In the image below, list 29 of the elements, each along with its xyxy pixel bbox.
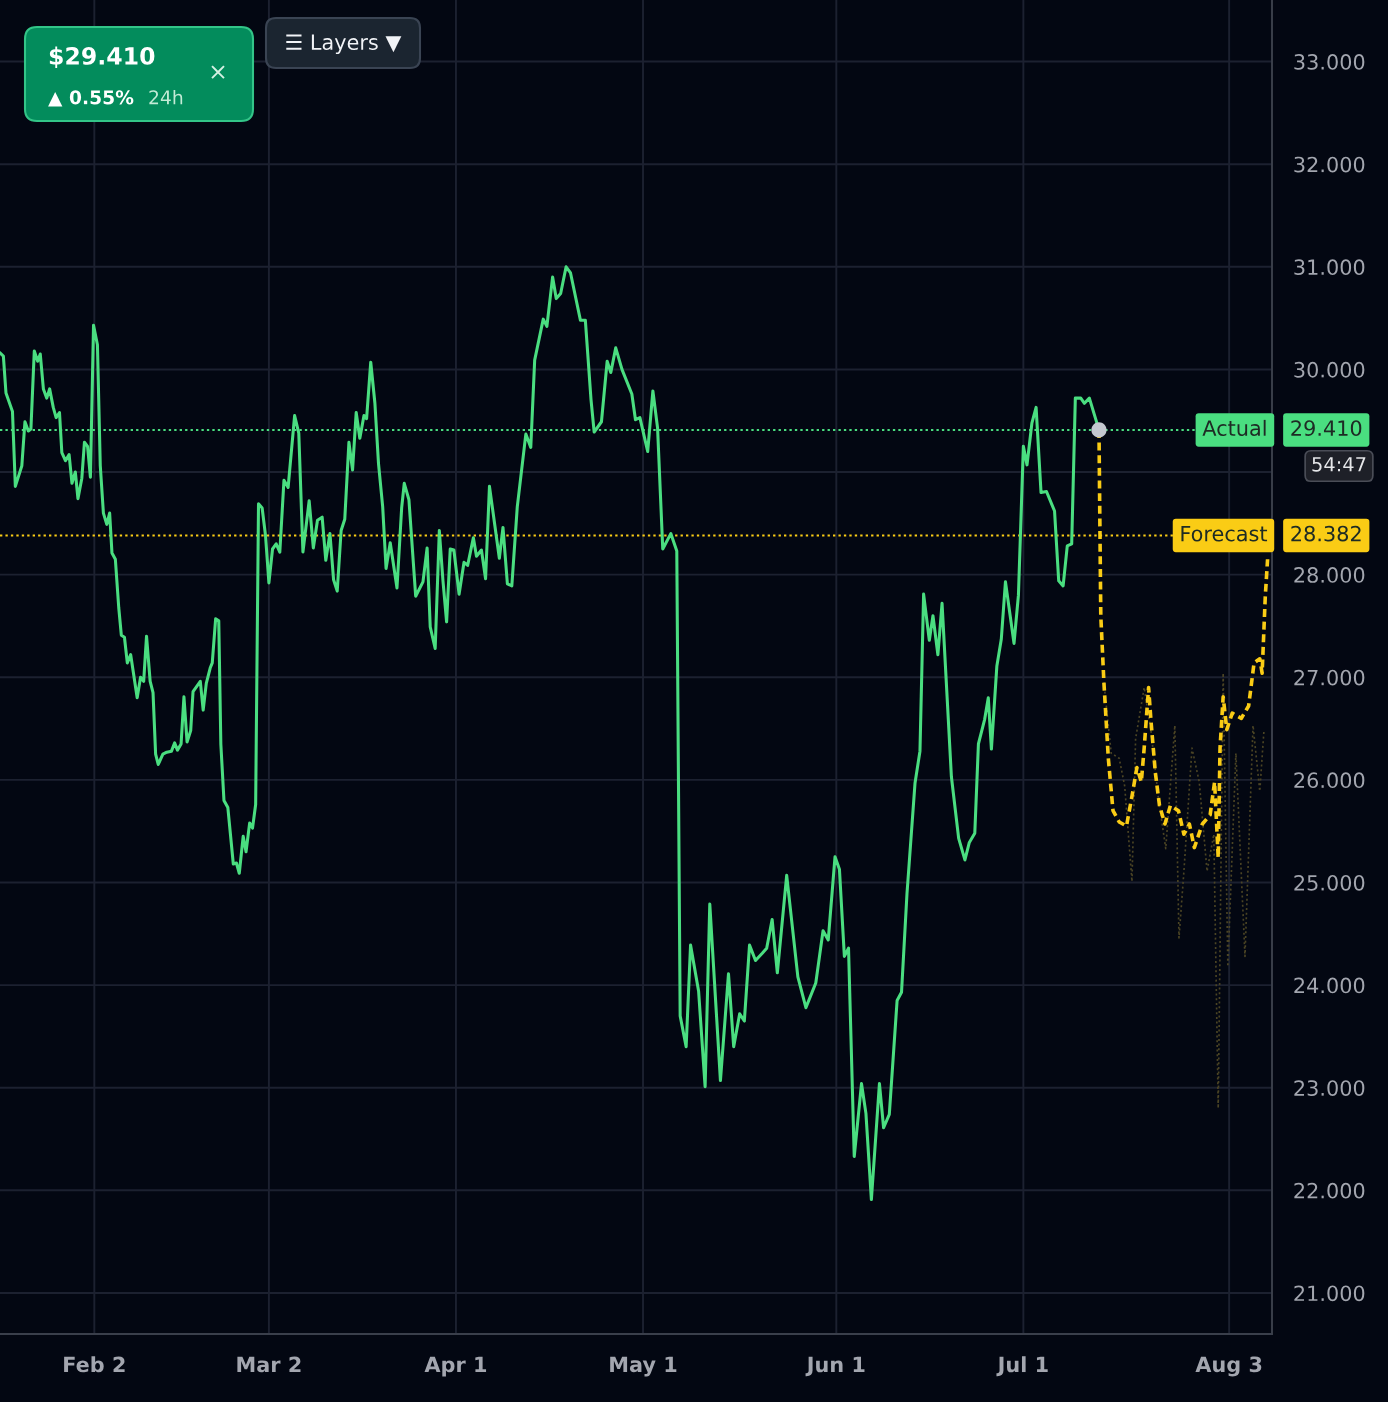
y-tick-label: 26.000 [1294, 772, 1365, 789]
x-tick-label: Aug 3 [1195, 1356, 1262, 1377]
y-tick-label: 27.000 [1294, 669, 1365, 686]
annotation: ☰ Layers ▼ [286, 34, 402, 55]
annotation: × [211, 65, 225, 79]
x-tick-label: Jun 1 [805, 1356, 865, 1377]
text: 54:47 [1312, 457, 1366, 472]
y-tick-label: 33.000 [1294, 54, 1365, 70]
y-tick-label: 25.000 [1294, 874, 1365, 891]
annotation: 24h [149, 89, 183, 105]
text: 29.410 [1291, 420, 1362, 436]
y-tick-label: 21.000 [1294, 1285, 1365, 1302]
ref-line-label: Forecast [1181, 526, 1268, 542]
x-tick-label: May 1 [610, 1356, 677, 1377]
y-tick-label: 32.000 [1294, 156, 1365, 173]
y-tick-label: 31.000 [1294, 259, 1365, 276]
x-tick-label: Apr 1 [424, 1356, 487, 1377]
x-tick-label: Mar 2 [237, 1356, 301, 1373]
annotation: $29.410 [49, 46, 155, 68]
y-tick-label: 24.000 [1294, 977, 1365, 994]
text: 28.382 [1291, 525, 1361, 542]
y-tick-label: 22.000 [1294, 1182, 1365, 1199]
x-tick-label: Feb 2 [64, 1356, 125, 1373]
annotation: ▲ 0.55% [48, 90, 134, 107]
ref-line-label: Actual [1202, 419, 1266, 436]
x-tick-label: Jul 1 [996, 1356, 1048, 1377]
y-tick-label: 30.000 [1294, 361, 1365, 378]
y-tick-label: 28.000 [1294, 567, 1365, 583]
y-tick-label: 23.000 [1294, 1080, 1365, 1096]
